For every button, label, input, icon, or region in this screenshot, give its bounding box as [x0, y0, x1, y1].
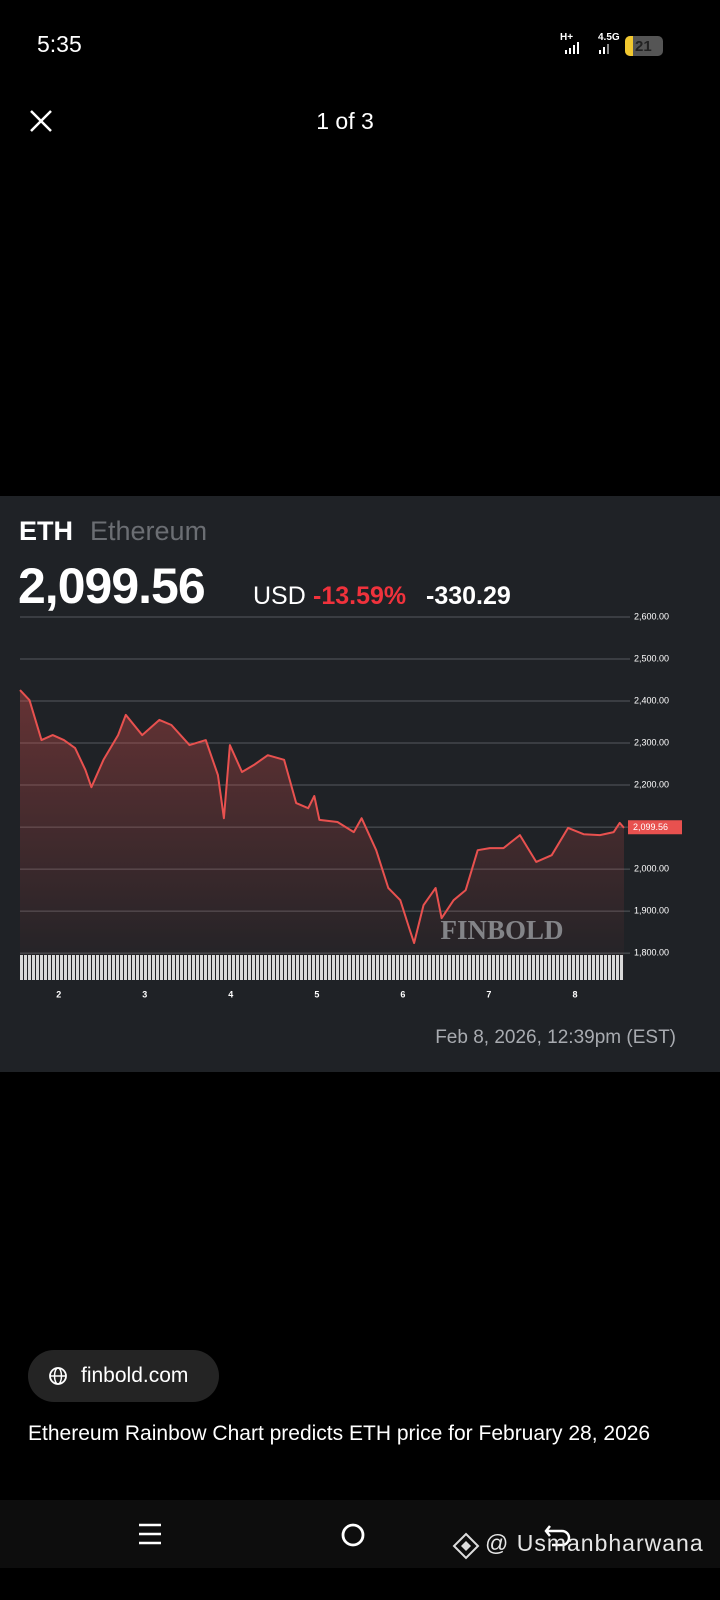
price-tag-label: 2,099.56 [633, 822, 668, 832]
x-tick-label: 5 [314, 989, 319, 999]
y-tick-label: 2,400.00 [634, 695, 669, 705]
price-tag [628, 820, 682, 835]
globe-icon [49, 1367, 67, 1385]
y-tick-label: 1,800.00 [634, 947, 669, 957]
status-time: 5:35 [37, 31, 82, 57]
y-tick-label: 2,000.00 [634, 863, 669, 873]
source-domain: finbold.com [81, 1364, 189, 1387]
watermark-icon [452, 1532, 480, 1560]
x-tick-label: 7 [486, 989, 491, 999]
image-counter: 1 of 3 [316, 108, 374, 134]
battery: 21 [625, 36, 663, 56]
symbol: ETH [19, 516, 73, 546]
nav-bar: @ Usmanbharwana [0, 1500, 720, 1568]
price-line [19, 689, 625, 944]
price: 2,099.56 [18, 558, 206, 614]
change-absolute: -330.29 [426, 582, 511, 610]
x-tick-label: 6 [400, 989, 405, 999]
volume-strip [20, 955, 624, 980]
watermark: FINBOLD [440, 915, 563, 945]
x-tick-label: 4 [228, 989, 233, 999]
x-tick-label: 3 [142, 989, 147, 999]
currency: USD [253, 582, 306, 610]
battery-level: 21 [635, 38, 652, 55]
x-tick-label: 2 [56, 989, 61, 999]
x-tick-label: 8 [572, 989, 577, 999]
home-button[interactable] [340, 1522, 366, 1548]
network-icon: H+ [560, 32, 574, 43]
y-tick-label: 2,500.00 [634, 653, 669, 663]
y-tick-label: 2,200.00 [634, 779, 669, 789]
change-percent: -13.59% [313, 582, 407, 610]
watermark-text: @ Usmanbharwana [485, 1530, 704, 1556]
chart-card: ETH Ethereum 2,099.56 USD -13.59% -330.2… [0, 496, 720, 1072]
source-chip[interactable]: finbold.com [28, 1350, 219, 1402]
network-icon: 4.5G [598, 32, 620, 43]
y-tick-label: 2,600.00 [634, 611, 669, 621]
close-button[interactable] [29, 109, 53, 133]
caption: Ethereum Rainbow Chart predicts ETH pric… [28, 1422, 651, 1445]
timestamp: Feb 8, 2026, 12:39pm (EST) [435, 1027, 676, 1048]
menu-button[interactable] [138, 1522, 162, 1546]
y-tick-label: 1,900.00 [634, 905, 669, 915]
y-tick-label: 2,300.00 [634, 737, 669, 747]
signal-icons [565, 42, 609, 54]
asset-name: Ethereum [90, 516, 208, 546]
chart: FINBOLD Feb 8, 2026, 12:39pm (EST) 1,800… [19, 611, 682, 1048]
area [20, 690, 624, 980]
back-button[interactable] [544, 1522, 572, 1548]
